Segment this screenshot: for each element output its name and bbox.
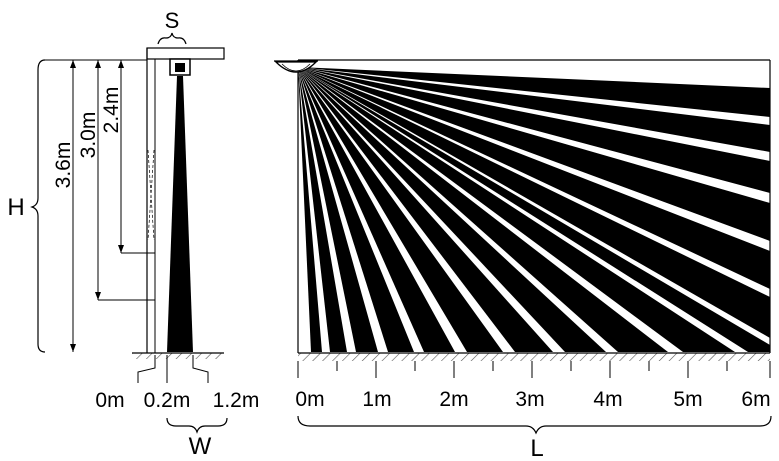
- fan-beam: [298, 67, 770, 338]
- distance-label-3m: 3m: [515, 388, 544, 411]
- label-w: W: [189, 433, 212, 460]
- distance-ticks: [297, 361, 771, 378]
- fan-beam: [298, 67, 770, 152]
- fan-beam: [298, 67, 347, 352]
- fan-beam: [298, 67, 668, 352]
- fan-beam: [298, 67, 770, 241]
- fan-beam: [298, 67, 503, 352]
- side-floor-hatch: [132, 353, 224, 359]
- distance-label-4m: 4m: [593, 388, 622, 411]
- distance-label-5m: 5m: [673, 388, 702, 411]
- distance-label-6m: 6m: [741, 388, 770, 411]
- distance-label-0m: 0m: [295, 388, 324, 411]
- height-label-3-0: 3.0m: [77, 112, 100, 159]
- w-brace: [166, 417, 228, 434]
- wall-opening: [147, 149, 155, 241]
- h-brace: [30, 59, 46, 353]
- width-label-0m: 0m: [95, 389, 124, 412]
- l-brace: [297, 415, 772, 435]
- sensor-lens: [175, 63, 185, 72]
- distance-label-1m: 1m: [362, 388, 391, 411]
- side-beam: [167, 76, 193, 352]
- fan-beam: [298, 67, 770, 289]
- ceiling-plate: [146, 47, 225, 60]
- fan-beam: [298, 67, 770, 117]
- leader-1-2m: [192, 355, 209, 383]
- fan-beam: [298, 67, 322, 352]
- sensor-dome-detail: [281, 63, 311, 72]
- fan-beam: [298, 67, 770, 193]
- dim-3-0-arrow-bottom: [95, 292, 101, 300]
- side-view: S H 3.6m 3.0m 2.4m: [7, 8, 259, 460]
- fan-beam: [298, 67, 455, 352]
- fan-beam: [298, 67, 553, 352]
- dim-3-6-arrow-bottom: [70, 344, 76, 352]
- front-view: 0m 1m 2m 3m 4m 5m 6m L: [274, 59, 772, 461]
- leader-0m: [137, 355, 156, 383]
- front-floor-hatch: [298, 353, 770, 361]
- dim-3-0-arrow-top: [95, 60, 101, 68]
- dim-3-6-arrow-top: [70, 60, 76, 68]
- fan-beam: [298, 67, 414, 352]
- fan-beam: [298, 67, 606, 352]
- height-label-2-4: 2.4m: [100, 87, 123, 134]
- dim-2-4-arrow-top: [118, 60, 124, 68]
- distance-label-2m: 2m: [439, 388, 468, 411]
- detection-fan: [298, 67, 770, 352]
- label-l: L: [530, 435, 543, 461]
- fan-beam: [298, 67, 770, 352]
- label-s: S: [165, 8, 180, 33]
- dim-2-4-arrow-bottom: [118, 245, 124, 253]
- sensor-dome: [274, 61, 318, 73]
- width-label-0-2m: 0.2m: [144, 389, 191, 412]
- height-label-3-6: 3.6m: [52, 142, 75, 189]
- fan-beam: [298, 67, 378, 352]
- width-label-1-2m: 1.2m: [213, 389, 260, 412]
- fan-beam: [298, 67, 735, 352]
- s-brace: [157, 32, 187, 45]
- label-h: H: [7, 194, 24, 221]
